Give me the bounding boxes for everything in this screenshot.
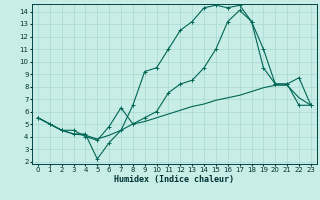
X-axis label: Humidex (Indice chaleur): Humidex (Indice chaleur) <box>115 175 234 184</box>
